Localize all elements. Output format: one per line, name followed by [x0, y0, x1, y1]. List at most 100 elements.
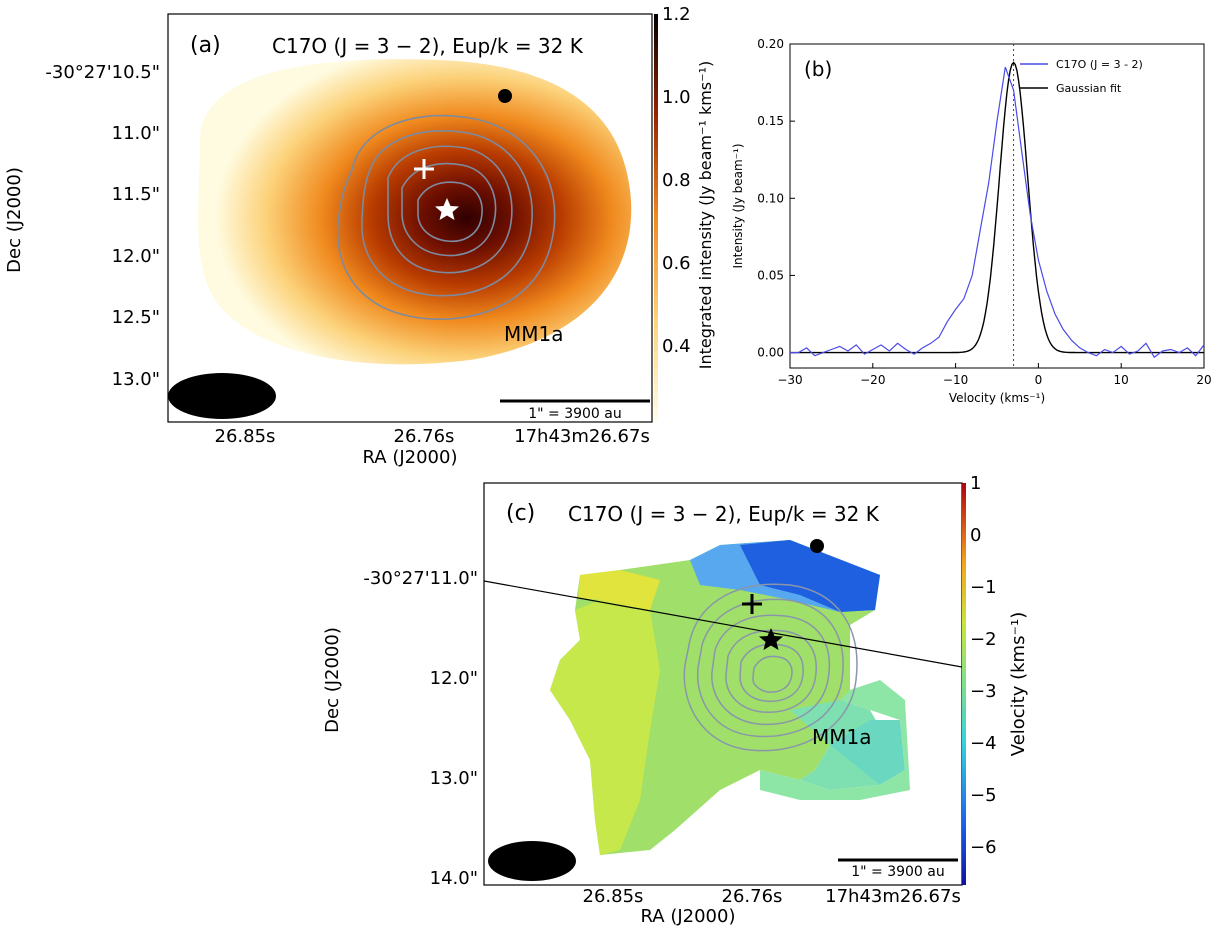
contours — [337, 114, 556, 320]
cbar-tick: 0.6 — [662, 253, 691, 274]
black-dot-marker — [498, 89, 512, 103]
contour-c-1 — [683, 583, 858, 752]
ytick: 12.0" — [112, 246, 160, 267]
panel-a-label: (a) — [190, 33, 221, 58]
xtick: 26.76s — [722, 886, 783, 907]
velocity-region-west — [550, 600, 660, 855]
contour-1 — [337, 114, 556, 320]
contour-5 — [417, 181, 483, 243]
x-tick-label: 20 — [1196, 373, 1211, 387]
velocity-map — [484, 540, 962, 855]
cross-marker-c — [742, 594, 762, 614]
panel-c-xticks: 26.85s 26.76s 17h43m26.67s — [583, 886, 961, 907]
velocity-region-east-2 — [830, 720, 905, 785]
ytick: -30°27'11.0" — [363, 568, 478, 589]
ytick: 13.0" — [430, 768, 478, 789]
cbar-tick: −2 — [970, 629, 997, 650]
panel-c-title: C17O (J = 3 − 2), Eup/k = 32 K — [568, 502, 880, 526]
x-tick-label: −20 — [860, 373, 885, 387]
ytick: 11.5" — [112, 184, 160, 205]
panel-a-frame — [167, 13, 653, 423]
velocity-region-blue — [740, 540, 880, 612]
ytick: 12.5" — [112, 307, 160, 328]
contour-4 — [401, 162, 497, 257]
panel-b-axis-ticks: −30 −20 −10 0 10 20 0.00 0.05 0.10 0.15 0.20 — [757, 37, 1211, 387]
star-marker-c — [759, 628, 783, 650]
ytick: 11.0" — [112, 123, 160, 144]
panel-c-label: (c) — [506, 501, 535, 526]
contour-c-2 — [696, 598, 844, 738]
colorbar-a-ticks: 1.2 1.0 0.8 0.6 0.4 — [662, 4, 691, 357]
cbar-tick: −4 — [970, 733, 997, 754]
legend-label-spectrum: C17O (J = 3 - 2) — [1056, 58, 1143, 71]
colorbar-a — [654, 14, 658, 422]
position-velocity-cut-line — [484, 580, 962, 668]
colorbar-c — [962, 483, 966, 885]
xtick: 26.85s — [583, 886, 644, 907]
black-dot-marker-c — [810, 539, 824, 553]
panel-a-ylabel: Dec (J2000) — [4, 167, 25, 273]
source-label-mm1a: MM1a — [504, 322, 564, 346]
panel-b: −30 −20 −10 0 10 20 0.00 0.05 0.10 0.15 0.20 (b) C… — [731, 37, 1212, 405]
panel-c-ylabel: Dec (J2000) — [322, 627, 343, 733]
cbar-tick: 1.2 — [662, 4, 691, 25]
source-label-mm1a-c: MM1a — [812, 725, 872, 749]
cbar-tick: 0.8 — [662, 170, 691, 191]
colorbar-c-label: Velocity (kms⁻¹) — [1008, 612, 1029, 756]
panel-a-yticks: -30°27'10.5" 11.0" 11.5" 12.0" 12.5" 13.… — [45, 62, 160, 390]
cbar-tick: 1 — [970, 473, 981, 494]
cbar-tick: 0 — [970, 525, 981, 546]
panel-c-xlabel: RA (J2000) — [641, 906, 736, 927]
ytick: 12.0" — [430, 668, 478, 689]
y-tick-label: 0.00 — [757, 346, 784, 360]
contours-c — [683, 583, 858, 752]
ytick: -30°27'10.5" — [45, 62, 160, 83]
colorbar-a-label: Integrated intensity (Jy beam⁻¹ kms⁻¹) — [696, 61, 715, 369]
y-tick-label: 0.10 — [757, 191, 784, 205]
xtick: 17h43m26.67s — [825, 886, 961, 907]
xtick: 26.85s — [215, 426, 276, 447]
y-tick-label: 0.05 — [757, 268, 784, 282]
x-tick-label: −10 — [943, 373, 968, 387]
x-tick-label: 10 — [1114, 373, 1129, 387]
panel-b-ylabel: Intensity (Jy beam⁻¹) — [731, 143, 745, 268]
panel-c: 1" = 3900 au (c) C17O (J = 3 − 2), Eup/k… — [322, 473, 1029, 927]
beam-ellipse-c — [488, 841, 576, 881]
panel-b-xlabel: Velocity (kms⁻¹) — [949, 391, 1045, 405]
contour-2 — [361, 130, 533, 297]
cbar-tick: 1.0 — [662, 87, 691, 108]
contour-3 — [387, 145, 513, 274]
cbar-tick: −5 — [970, 785, 997, 806]
y-tick-label: 0.20 — [757, 37, 784, 51]
intensity-map — [198, 59, 632, 365]
spectrum-line — [790, 66, 1205, 359]
cbar-tick: −1 — [970, 577, 997, 598]
cross-marker — [414, 159, 434, 179]
xtick: 17h43m26.67s — [514, 426, 650, 447]
contour-c-3 — [711, 614, 830, 726]
scalebar-label-c: 1" = 3900 au — [851, 864, 945, 880]
panel-c-yticks: -30°27'11.0" 12.0" 13.0" 14.0" — [363, 568, 478, 889]
cbar-tick: −3 — [970, 681, 997, 702]
panel-a: 1" = 3900 au (a) C17O (J = 3 − 2), Eup/k… — [4, 4, 715, 468]
panel-a-xticks: 26.85s 26.76s 17h43m26.67s — [215, 426, 650, 447]
scalebar-label: 1" = 3900 au — [528, 406, 622, 422]
ytick: 13.0" — [112, 369, 160, 390]
contour-c-6 — [752, 655, 793, 693]
beam-ellipse — [168, 373, 276, 419]
legend-label-fit: Gaussian fit — [1056, 82, 1122, 95]
panel-a-xlabel: RA (J2000) — [363, 447, 458, 468]
panel-b-legend: C17O (J = 3 - 2) Gaussian fit — [1020, 58, 1143, 95]
star-marker — [435, 198, 459, 220]
xtick: 26.76s — [394, 426, 455, 447]
velocity-region-southeast — [760, 680, 910, 800]
ytick: 14.0" — [430, 868, 478, 889]
velocity-region-nw — [578, 570, 660, 610]
y-tick-label: 0.15 — [757, 114, 784, 128]
cbar-tick: −6 — [970, 837, 997, 858]
cbar-tick: 0.4 — [662, 336, 691, 357]
x-tick-label: 0 — [1035, 373, 1043, 387]
colorbar-c-ticks: 1 0 −1 −2 −3 −4 −5 −6 — [970, 473, 997, 858]
panel-b-label: (b) — [804, 57, 832, 81]
